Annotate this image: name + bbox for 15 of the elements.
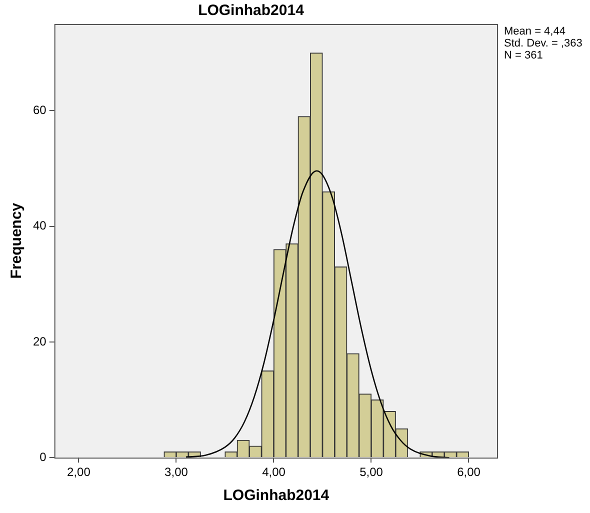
x-tick-label: 5,00 [360, 465, 384, 480]
text: Mean = 4,44 [504, 26, 566, 38]
x-tick-label: 4,00 [262, 465, 286, 480]
y-axis-title: Frequency [8, 202, 26, 279]
x-tick-label: 3,00 [164, 465, 188, 480]
y-tick-label: 60 [32, 103, 47, 118]
text: Std. Dev. = ,363 [504, 38, 582, 50]
x-tick-label: 2,00 [67, 465, 91, 480]
y-tick-label: 20 [32, 334, 47, 348]
y-tick-label: 0 [40, 450, 47, 464]
text: N = 361 [504, 50, 543, 62]
x-axis-title: LOGinhab2014 [223, 487, 330, 504]
y-tick-label: 40 [32, 218, 47, 233]
chart-title: LOGinhab2014 [198, 2, 305, 20]
x-tick-label: 6,00 [457, 465, 481, 480]
